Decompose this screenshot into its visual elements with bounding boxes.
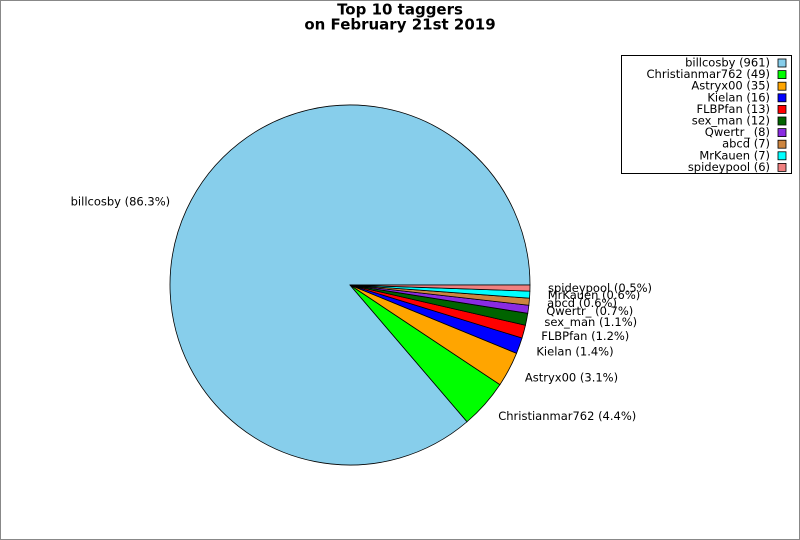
legend-swatch <box>777 70 787 79</box>
pie-slice <box>349 284 531 292</box>
legend-label: MrKauen (7) <box>699 148 770 162</box>
legend-swatch <box>777 105 787 114</box>
legend-label: abcd (7) <box>722 137 770 151</box>
legend-label: Kielan (16) <box>707 90 770 104</box>
legend-swatch <box>777 93 787 103</box>
legend <box>621 55 792 174</box>
legend-label: Christianmar762 (49) <box>647 67 770 81</box>
legend-label: Astryx00 (35) <box>691 79 770 93</box>
slice-label: billcosby (86.3%) <box>71 195 171 209</box>
legend-swatch <box>777 128 787 138</box>
chart-title: Top 10 taggers <box>337 1 463 19</box>
legend-label: Qwertr_ (8) <box>705 125 770 139</box>
legend-label: sex_man (12) <box>692 114 770 128</box>
legend-swatch <box>777 162 787 172</box>
slice-label: Astryx00 (3.1%) <box>525 370 618 384</box>
chart-subtitle: on February 21st 2019 <box>304 16 495 34</box>
slice-label: Kielan (1.4%) <box>536 344 613 358</box>
slice-label: Christianmar762 (4.4%) <box>498 409 636 423</box>
slice-label: spideypool (0.5%) <box>548 281 652 295</box>
slice-label: sex_man (1.1%) <box>544 315 637 329</box>
legend-label: FLBPfan (13) <box>697 102 771 116</box>
slice-label: FLBPfan (1.2%) <box>541 329 629 343</box>
legend-swatch <box>777 116 787 126</box>
legend-swatch <box>777 81 787 91</box>
legend-label: billcosby (961) <box>685 56 770 70</box>
legend-swatch <box>777 139 787 149</box>
slice-label: abcd (0.6%) <box>547 296 617 310</box>
slice-label: MrKauen (0.6%) <box>548 288 641 302</box>
legend-swatch <box>777 151 787 161</box>
legend-label: spideypool (6) <box>688 160 770 174</box>
slice-label: Qwertr_ (0.7%) <box>546 304 633 318</box>
legend-swatch <box>777 58 787 68</box>
